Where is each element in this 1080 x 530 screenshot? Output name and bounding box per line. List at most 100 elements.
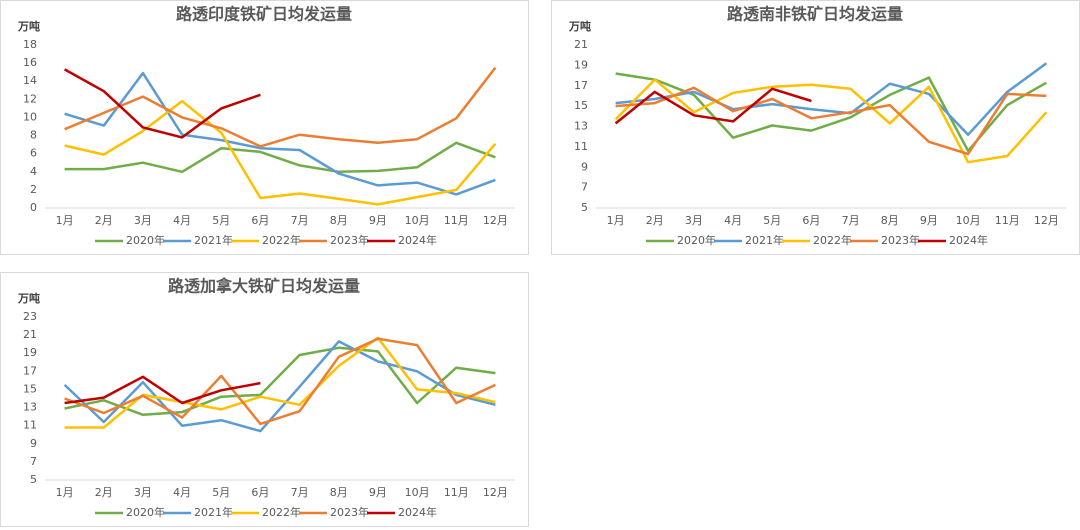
x-tick-label: 6月 bbox=[802, 214, 820, 227]
y-tick-label: 19 bbox=[574, 58, 588, 71]
x-tick-label: 10月 bbox=[405, 486, 430, 499]
y-tick-label: 14 bbox=[23, 74, 37, 87]
series-line bbox=[615, 86, 1047, 156]
x-tick-label: 10月 bbox=[956, 214, 981, 227]
y-tick-label: 23 bbox=[23, 310, 37, 323]
y-tick-label: 15 bbox=[574, 99, 588, 112]
x-tick-label: 9月 bbox=[369, 214, 387, 227]
y-tick-label: 16 bbox=[23, 56, 37, 69]
y-tick-label: 13 bbox=[23, 401, 37, 414]
y-axis-unit: 万吨 bbox=[17, 291, 40, 305]
legend-label: 2024年 bbox=[398, 505, 437, 519]
y-tick-label: 8 bbox=[30, 129, 37, 142]
legend-label: 2022年 bbox=[813, 233, 852, 247]
legend-label: 2021年 bbox=[194, 505, 233, 519]
x-tick-label: 2月 bbox=[95, 214, 113, 227]
x-tick-label: 11月 bbox=[444, 214, 469, 227]
y-tick-label: 17 bbox=[574, 79, 588, 92]
legend-label: 2020年 bbox=[677, 233, 716, 247]
legend-label: 2020年 bbox=[126, 233, 165, 247]
x-tick-label: 9月 bbox=[920, 214, 938, 227]
series-line bbox=[614, 78, 1048, 164]
x-tick-label: 6月 bbox=[251, 486, 269, 499]
y-tick-label: 17 bbox=[23, 364, 37, 377]
legend-label: 2022年 bbox=[262, 505, 301, 519]
legend-label: 2021年 bbox=[194, 233, 233, 247]
y-tick-label: 11 bbox=[23, 419, 37, 432]
x-tick-label: 1月 bbox=[56, 214, 74, 227]
series-line bbox=[64, 337, 496, 426]
x-tick-label: 5月 bbox=[212, 214, 230, 227]
x-tick-label: 8月 bbox=[881, 214, 899, 227]
x-tick-label: 1月 bbox=[56, 486, 74, 499]
legend-label: 2024年 bbox=[949, 233, 988, 247]
series-line bbox=[615, 62, 1048, 136]
legend-label: 2020年 bbox=[126, 505, 165, 519]
y-tick-label: 4 bbox=[30, 165, 37, 178]
y-tick-label: 9 bbox=[30, 437, 37, 450]
x-tick-label: 7月 bbox=[842, 214, 860, 227]
legend-label: 2023年 bbox=[881, 233, 920, 247]
x-tick-label: 2月 bbox=[95, 486, 113, 499]
y-tick-label: 9 bbox=[581, 160, 588, 173]
series-line bbox=[64, 346, 496, 417]
series-line bbox=[63, 340, 496, 433]
y-tick-label: 5 bbox=[30, 473, 37, 486]
series-line bbox=[64, 66, 497, 148]
x-tick-label: 3月 bbox=[134, 486, 152, 499]
x-tick-label: 4月 bbox=[724, 214, 742, 227]
x-tick-label: 2月 bbox=[646, 214, 664, 227]
x-tick-label: 1月 bbox=[607, 214, 625, 227]
x-tick-label: 4月 bbox=[173, 486, 191, 499]
x-tick-label: 9月 bbox=[369, 486, 387, 499]
y-tick-label: 15 bbox=[23, 382, 37, 395]
y-tick-label: 19 bbox=[23, 346, 37, 359]
y-tick-label: 13 bbox=[574, 120, 588, 133]
chart-title: 路透加拿大铁矿日均发运量 bbox=[168, 277, 360, 296]
y-tick-label: 10 bbox=[23, 110, 37, 123]
y-tick-label: 7 bbox=[30, 455, 37, 468]
x-tick-label: 6月 bbox=[251, 214, 269, 227]
y-tick-label: 18 bbox=[23, 38, 37, 51]
y-tick-label: 2 bbox=[30, 183, 37, 196]
x-tick-label: 11月 bbox=[444, 486, 469, 499]
x-tick-label: 8月 bbox=[330, 214, 348, 227]
y-tick-label: 11 bbox=[574, 140, 588, 153]
x-tick-label: 3月 bbox=[685, 214, 703, 227]
y-tick-label: 21 bbox=[574, 38, 588, 51]
series-line bbox=[63, 68, 261, 139]
series-line bbox=[614, 87, 812, 125]
x-tick-label: 10月 bbox=[405, 214, 430, 227]
x-tick-label: 5月 bbox=[212, 486, 230, 499]
legend-label: 2023年 bbox=[330, 233, 369, 247]
y-tick-label: 7 bbox=[581, 181, 588, 194]
y-axis-unit: 万吨 bbox=[17, 19, 40, 33]
x-tick-label: 12月 bbox=[483, 486, 508, 499]
chart-title: 路透印度铁矿日均发运量 bbox=[176, 5, 352, 24]
y-tick-label: 12 bbox=[23, 92, 37, 105]
series-line bbox=[64, 336, 496, 429]
series-line bbox=[64, 375, 261, 405]
chart-title: 路透南非铁矿日均发运量 bbox=[727, 5, 903, 24]
x-tick-label: 4月 bbox=[173, 214, 191, 227]
legend-label: 2022年 bbox=[262, 233, 301, 247]
y-tick-label: 5 bbox=[581, 201, 588, 214]
legend-label: 2023年 bbox=[330, 505, 369, 519]
x-tick-label: 5月 bbox=[763, 214, 781, 227]
x-tick-label: 3月 bbox=[134, 214, 152, 227]
x-tick-label: 7月 bbox=[291, 486, 309, 499]
panel-border bbox=[551, 0, 1080, 255]
y-tick-label: 6 bbox=[30, 147, 37, 160]
x-tick-label: 12月 bbox=[1034, 214, 1059, 227]
x-tick-label: 12月 bbox=[483, 214, 508, 227]
x-tick-label: 11月 bbox=[995, 214, 1020, 227]
legend-label: 2021年 bbox=[745, 233, 784, 247]
y-tick-label: 0 bbox=[30, 201, 37, 214]
legend-label: 2024年 bbox=[398, 233, 437, 247]
y-axis-unit: 万吨 bbox=[568, 19, 591, 33]
series-line bbox=[64, 71, 496, 196]
